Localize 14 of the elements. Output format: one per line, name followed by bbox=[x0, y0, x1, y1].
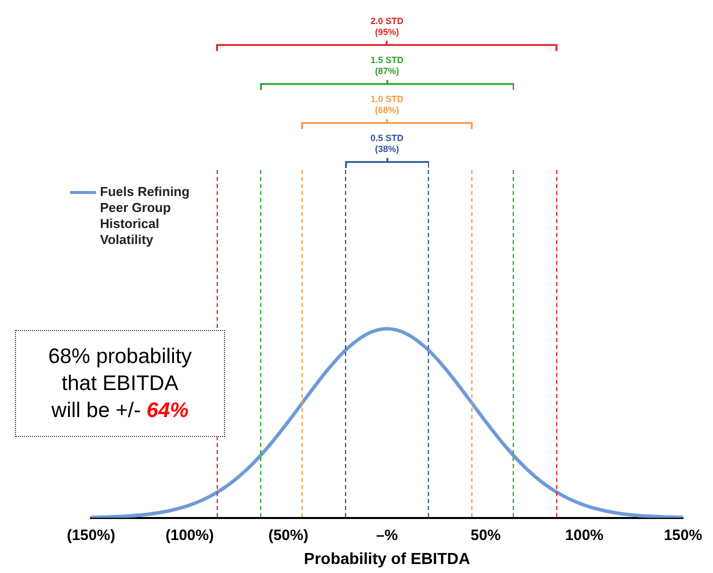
x-axis-title: Probability of EBITDA bbox=[304, 550, 471, 568]
x-tick-label: –% bbox=[376, 526, 398, 544]
legend-label: Fuels Refining Peer Group Historical Volatility bbox=[100, 184, 191, 248]
x-tick-label: 150% bbox=[664, 526, 702, 544]
x-tick-label: (50%) bbox=[268, 526, 308, 544]
x-tick-label: (150%) bbox=[66, 526, 116, 544]
text: 2.0 STD (95%) bbox=[369, 16, 404, 38]
x-tick-label: (100%) bbox=[165, 526, 214, 544]
text: 1.0 STD (68%) bbox=[369, 94, 404, 116]
text: 0.5 STD (38%) bbox=[369, 133, 404, 155]
x-tick-label: 100% bbox=[565, 526, 604, 544]
text: 1.5 STD (87%) bbox=[369, 55, 404, 77]
x-tick-label: 50% bbox=[470, 526, 501, 544]
annotation: 68% probability that EBITDA will be +/- 64% bbox=[47, 344, 193, 424]
